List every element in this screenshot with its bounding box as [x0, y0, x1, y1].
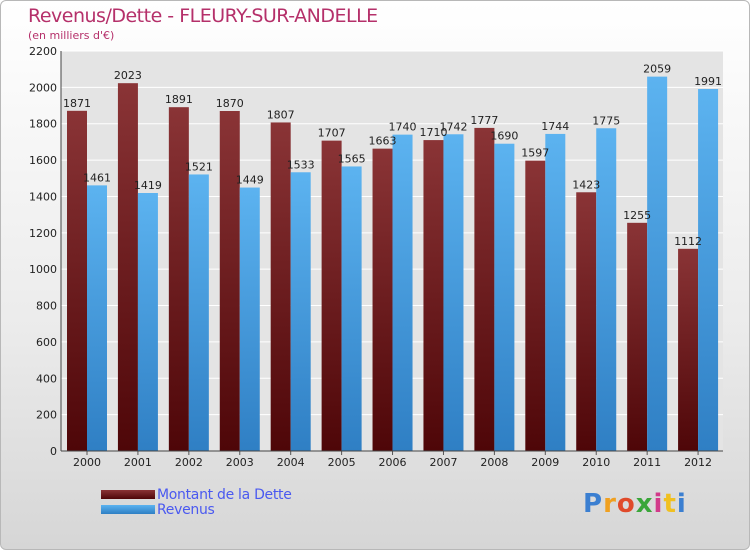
x-tick-label: 2006 — [379, 456, 407, 469]
bar-revenus — [443, 134, 464, 452]
y-tick-label: 1000 — [29, 263, 57, 276]
bar-revenus — [545, 133, 566, 451]
x-tick-label: 2005 — [328, 456, 356, 469]
y-tick-label: 1800 — [29, 118, 57, 131]
logo-letter: x — [635, 489, 654, 519]
bar-debt — [423, 140, 444, 451]
bar-revenus — [137, 193, 158, 451]
bar-value-label: 1871 — [63, 97, 91, 110]
x-tick-label: 2004 — [277, 456, 305, 469]
chart-title: Revenus/Dette - FLEURY-SUR-ANDELLE — [28, 5, 378, 27]
bar-revenus — [239, 187, 260, 451]
bar-value-label: 1255 — [623, 209, 651, 222]
bar-revenus — [87, 185, 107, 451]
bar-revenus — [596, 128, 617, 451]
y-tick-label: 200 — [36, 409, 57, 422]
x-tick-label: 2007 — [429, 456, 457, 469]
legend-label-debt: Montant de la Dette — [157, 486, 292, 503]
bar-revenus — [188, 174, 209, 452]
bar-debt — [270, 122, 291, 452]
y-tick-label: 600 — [36, 336, 57, 349]
y-tick-label: 2000 — [29, 81, 57, 94]
x-tick-label: 2001 — [124, 456, 152, 469]
x-tick-label: 2010 — [582, 456, 610, 469]
y-tick-label: 1600 — [29, 154, 57, 167]
y-tick-label: 2200 — [29, 45, 57, 58]
bar-value-label: 1742 — [439, 120, 467, 133]
logo-letter: i — [653, 489, 664, 519]
bar-value-label: 1533 — [287, 158, 315, 171]
bar-debt — [627, 222, 648, 451]
bar-debt — [576, 192, 597, 452]
bar-debt — [474, 127, 495, 451]
proxiti-logo: Proxiti — [583, 489, 687, 519]
bar-value-label: 1775 — [592, 114, 620, 127]
legend-label-revenus: Revenus — [157, 501, 215, 518]
logo-letter: P — [583, 489, 604, 519]
bar-value-label: 1807 — [267, 108, 295, 121]
bar-debt — [372, 148, 393, 452]
bar-revenus — [647, 76, 668, 452]
bar-value-label: 2023 — [114, 69, 142, 82]
bar-revenus — [698, 89, 719, 451]
bar-revenus — [290, 172, 311, 452]
x-tick-label: 2012 — [684, 456, 712, 469]
y-tick-label: 800 — [36, 300, 57, 313]
y-tick-label: 1400 — [29, 190, 57, 203]
bar-debt — [168, 107, 189, 451]
bar-value-label: 1112 — [674, 235, 702, 248]
bar-value-label: 1690 — [490, 130, 518, 143]
bar-value-label: 1777 — [470, 114, 498, 127]
bar-value-label: 1991 — [694, 75, 722, 88]
chart-subtitle: (en milliers d'€) — [28, 29, 115, 42]
y-tick-label: 400 — [36, 372, 57, 385]
y-tick-label: 1200 — [29, 227, 57, 240]
logo-letter: t — [663, 489, 677, 519]
bar-revenus — [341, 166, 362, 452]
bar-value-label: 1891 — [165, 93, 193, 106]
x-tick-label: 2003 — [226, 456, 254, 469]
bar-revenus — [494, 143, 515, 451]
bar-debt — [117, 83, 138, 451]
bar-value-label: 1710 — [419, 126, 447, 139]
chart-legend: Montant de la Dette Revenus — [101, 486, 292, 518]
x-tick-label: 2002 — [175, 456, 203, 469]
bar-value-label: 2059 — [643, 63, 671, 76]
bar-value-label: 1419 — [134, 179, 162, 192]
bar-debt — [525, 160, 546, 452]
legend-item-revenus: Revenus — [101, 501, 292, 518]
bar-value-label: 1744 — [541, 120, 569, 133]
bar-value-label: 1423 — [572, 178, 600, 191]
bar-value-label: 1707 — [318, 127, 346, 140]
bar-revenus — [392, 134, 413, 452]
bar-value-label: 1449 — [236, 174, 264, 187]
x-tick-label: 2008 — [480, 456, 508, 469]
bar-value-label: 1740 — [389, 121, 417, 134]
bar-debt — [321, 140, 342, 452]
x-tick-label: 2011 — [633, 456, 661, 469]
bar-value-label: 1565 — [338, 152, 366, 165]
x-tick-label: 2009 — [531, 456, 559, 469]
logo-letter: r — [603, 489, 617, 519]
legend-swatch-revenus — [101, 505, 155, 514]
legend-swatch-debt — [101, 490, 155, 499]
logo-letter: i — [676, 489, 687, 519]
bar-value-label: 1870 — [216, 97, 244, 110]
bar-value-label: 1663 — [369, 135, 397, 148]
legend-item-debt: Montant de la Dette — [101, 486, 292, 503]
bar-debt — [678, 248, 699, 451]
bar-value-label: 1461 — [83, 171, 111, 184]
x-tick-label: 2000 — [73, 456, 101, 469]
bar-debt — [67, 110, 87, 452]
bar-value-label: 1597 — [521, 147, 549, 160]
bar-debt — [219, 111, 240, 451]
y-tick-label: 0 — [50, 445, 57, 458]
bar-value-label: 1521 — [185, 160, 213, 173]
logo-letter: o — [616, 489, 636, 519]
